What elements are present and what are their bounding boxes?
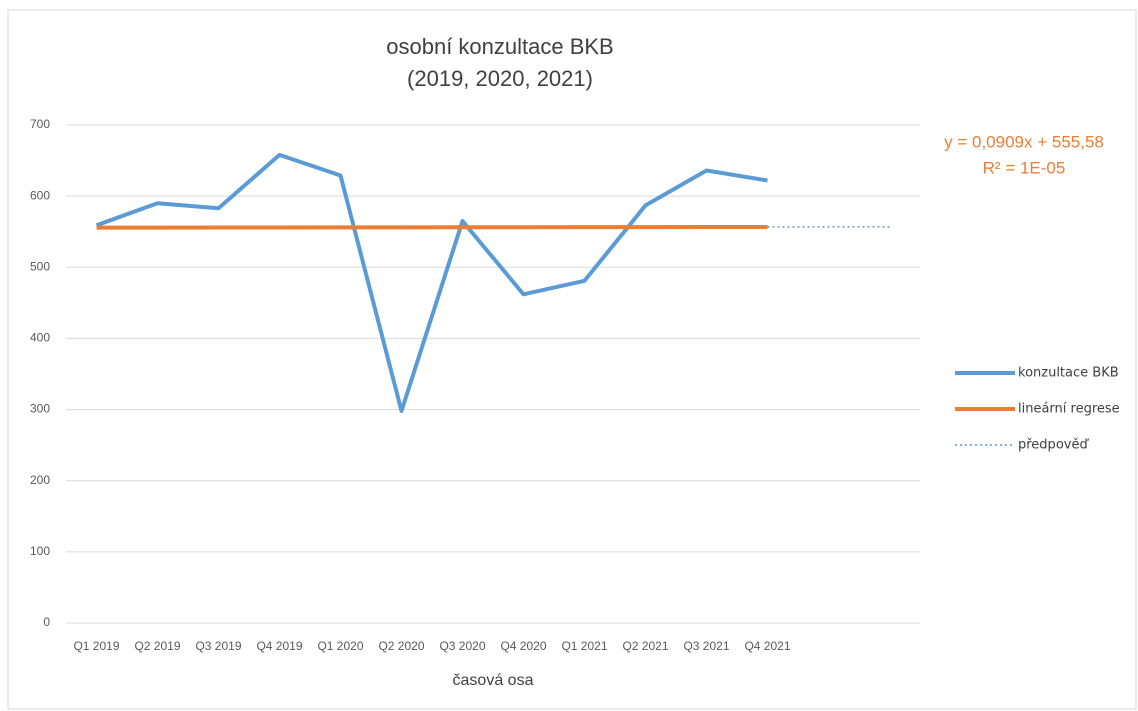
x-tick-label: Q3 2021: [683, 639, 729, 653]
x-tick-label: Q4 2019: [256, 639, 302, 653]
x-tick-label: Q1 2020: [317, 639, 363, 653]
y-tick-label: 700: [30, 117, 50, 131]
x-tick-label: Q1 2021: [561, 639, 607, 653]
series-line: [95, 152, 768, 413]
x-tick-label: Q2 2019: [134, 639, 180, 653]
y-tick-label: 400: [30, 331, 50, 345]
x-tick-label: Q3 2020: [439, 639, 485, 653]
chart-title: osobní konzultace BKB: [386, 34, 613, 59]
legend-label: konzultace BKB: [1018, 366, 1119, 381]
x-tick-label: Q2 2021: [622, 639, 668, 653]
y-tick-label: 100: [30, 544, 50, 558]
chart-frame: [7, 9, 1137, 710]
y-tick-label: 0: [43, 615, 50, 629]
x-tick-label: Q1 2019: [73, 639, 119, 653]
y-tick-label: 600: [30, 188, 50, 202]
chart-title: (2019, 2020, 2021): [407, 66, 593, 91]
legend-label: lineární regrese: [1018, 402, 1120, 417]
x-tick-label: Q4 2021: [744, 639, 790, 653]
x-tick-label: Q2 2020: [378, 639, 424, 653]
y-tick-label: 200: [30, 473, 50, 487]
y-tick-label: 300: [30, 402, 50, 416]
x-axis-title: časová osa: [453, 672, 534, 689]
y-tick-label: 500: [30, 259, 50, 273]
annotation: R² = 1E-05: [983, 158, 1066, 177]
x-tick-label: Q3 2019: [195, 639, 241, 653]
annotation: y = 0,0909x + 555,58: [944, 132, 1104, 151]
x-tick-label: Q4 2020: [500, 639, 546, 653]
series-line: [96, 224, 768, 230]
legend-label: předpověď: [1018, 438, 1089, 453]
